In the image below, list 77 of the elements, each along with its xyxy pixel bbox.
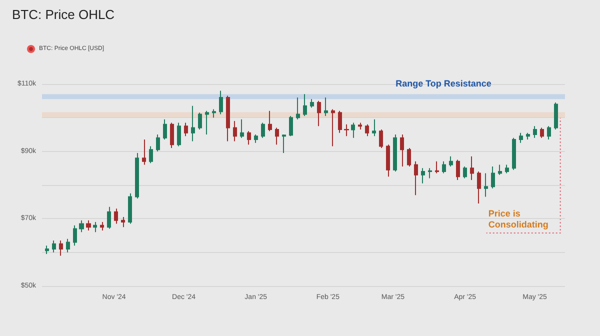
candlestick xyxy=(400,134,404,167)
candlestick xyxy=(512,137,516,170)
candlestick xyxy=(114,208,118,224)
candlestick xyxy=(428,168,432,179)
candlestick xyxy=(79,220,84,233)
candlestick xyxy=(191,105,195,142)
candlestick xyxy=(163,118,167,140)
candlestick xyxy=(156,134,160,152)
candlestick xyxy=(414,160,418,196)
candlestick xyxy=(386,144,390,178)
candlestick xyxy=(233,120,237,142)
candlestick xyxy=(372,118,376,137)
candlestick xyxy=(73,224,77,246)
candlestick xyxy=(344,124,349,137)
candlestick xyxy=(212,108,216,118)
candlestick xyxy=(177,122,181,147)
candlestick xyxy=(331,108,335,147)
candlestick xyxy=(240,118,244,138)
candlestick xyxy=(296,96,300,120)
band-label: Range Top Resistance xyxy=(396,78,492,89)
candlestick xyxy=(86,220,91,231)
candlestick xyxy=(93,222,97,233)
candlestick xyxy=(477,171,481,204)
candlestick xyxy=(533,126,537,138)
candlestick xyxy=(254,134,258,144)
candlestick xyxy=(547,126,551,140)
candlestick xyxy=(100,222,104,231)
candlestick xyxy=(317,100,321,127)
candlestick xyxy=(275,127,279,146)
candlestick xyxy=(324,96,328,116)
candlestick xyxy=(184,122,188,137)
candlestick xyxy=(393,134,397,172)
candlestick xyxy=(198,112,202,130)
candlestick xyxy=(268,110,272,132)
candlestick xyxy=(107,206,111,230)
chart-title: BTC: Price OHLC xyxy=(12,7,115,22)
candlestick xyxy=(379,128,383,148)
candlestick xyxy=(45,245,49,255)
candlestick xyxy=(456,159,460,180)
candlestick xyxy=(491,166,495,189)
candlestick xyxy=(526,132,530,140)
candlestick xyxy=(505,164,509,174)
candlestick xyxy=(128,192,132,224)
candlestick xyxy=(135,152,139,199)
annotation: Price is Consolidating xyxy=(488,208,548,230)
candlestick xyxy=(519,132,523,144)
candlestick xyxy=(121,216,125,228)
candlestick xyxy=(470,156,474,180)
candlestick xyxy=(247,130,251,146)
candlestick xyxy=(52,240,56,253)
candlestick xyxy=(407,147,411,167)
candlestick xyxy=(442,160,446,174)
candlestick xyxy=(435,160,439,174)
candlestick xyxy=(449,156,453,167)
candlestick xyxy=(170,122,174,148)
candlestick xyxy=(421,168,425,184)
candlestick xyxy=(498,164,502,176)
candlestick xyxy=(59,240,63,256)
candlestick xyxy=(351,122,355,138)
candlestick xyxy=(142,139,146,166)
candlestick xyxy=(310,98,314,108)
candlestick xyxy=(463,166,467,179)
candlestick xyxy=(149,146,153,164)
candlestick xyxy=(303,94,307,116)
candlestick xyxy=(219,90,223,115)
candlestick xyxy=(358,122,362,130)
candlestick xyxy=(554,102,558,130)
candlestick xyxy=(282,134,286,154)
candlestick xyxy=(365,124,369,137)
candlestick xyxy=(261,122,265,138)
candlestick xyxy=(484,172,488,198)
candlestick xyxy=(289,115,293,137)
candlestick xyxy=(226,95,230,142)
candlestick xyxy=(540,127,544,138)
candlestick xyxy=(66,238,70,253)
candlestick xyxy=(338,110,342,134)
candlestick xyxy=(205,110,209,135)
